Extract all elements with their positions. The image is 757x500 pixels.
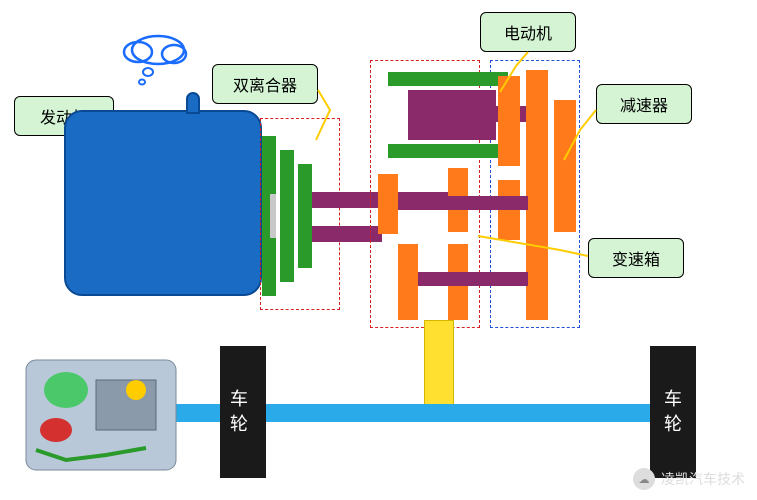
wheel-right-text: 车 轮 (664, 387, 682, 437)
shaft-low (418, 272, 528, 286)
gear-r3 (554, 100, 576, 232)
wheel-left: 车 轮 (220, 346, 266, 478)
dual-clutch-label-text: 双离合器 (233, 72, 297, 96)
gear-r4 (498, 180, 520, 240)
motor-label: 电动机 (480, 12, 576, 52)
engine-body (64, 110, 262, 296)
gear-l1 (378, 174, 398, 234)
dual-clutch-label: 双离合器 (212, 64, 318, 104)
watermark: ☁ 凌凯汽车技术 (633, 468, 745, 490)
gear-r1 (498, 76, 520, 166)
gearbox-label-text: 变速箱 (612, 246, 660, 270)
engine-nub (186, 92, 200, 114)
wheel-right: 车 轮 (650, 346, 696, 478)
thought-cloud-icon (108, 30, 188, 90)
motor-bar-top (388, 72, 508, 86)
clutch-plate-3 (298, 164, 312, 268)
wechat-icon: ☁ (633, 468, 655, 490)
gear-r2 (526, 70, 548, 320)
motor-bar-bottom (388, 144, 508, 158)
motor-body (408, 90, 496, 140)
clutch-inner (270, 194, 276, 238)
wheel-left-text: 车 轮 (220, 387, 266, 437)
gear-l2 (398, 244, 418, 320)
reducer-label: 减速器 (596, 84, 692, 124)
motor-label-text: 电动机 (504, 20, 552, 44)
gearbox-label: 变速箱 (588, 238, 684, 278)
shaft-mid (398, 196, 528, 210)
clutch-plate-2 (280, 150, 294, 282)
engine-render-thumbnail (6, 330, 206, 490)
reducer-label-text: 减速器 (620, 92, 668, 116)
watermark-text: 凌凯汽车技术 (661, 469, 745, 489)
